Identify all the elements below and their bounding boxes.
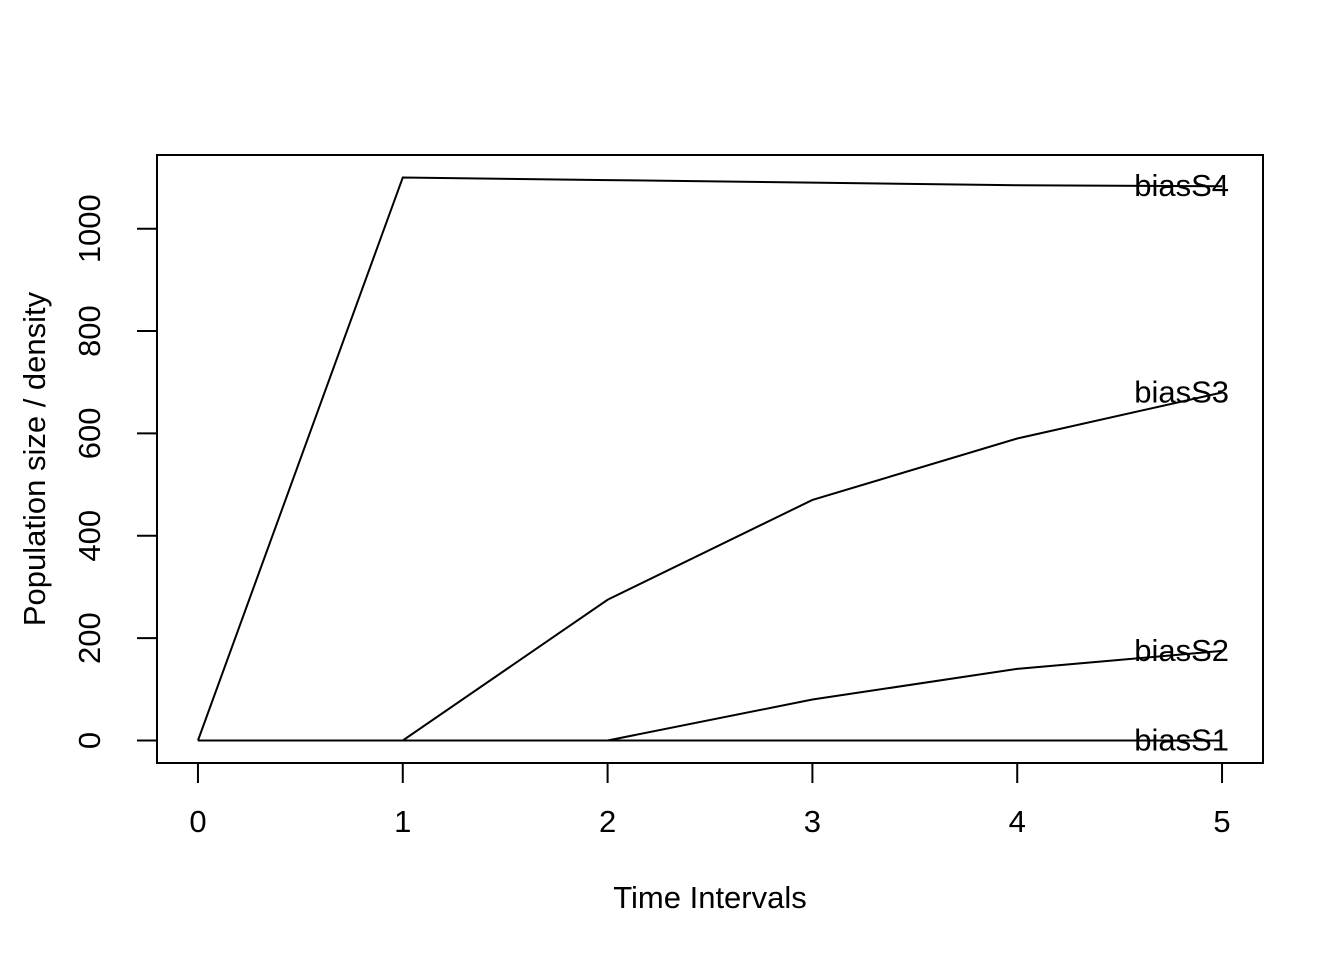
y-tick-label: 600 — [72, 408, 107, 460]
series-line-biasS2 — [197, 649, 1223, 742]
y-tick-label: 200 — [72, 612, 107, 664]
y-tick-label: 400 — [72, 510, 107, 562]
x-tick-label: 5 — [1213, 804, 1230, 839]
y-tick-label: 0 — [72, 732, 107, 749]
x-tick-label: 0 — [189, 804, 206, 839]
series-label-biasS1: biasS1 — [1134, 722, 1229, 757]
plot-box — [156, 154, 1264, 764]
y-tick-label: 1000 — [72, 194, 107, 263]
x-axis-title: Time Intervals — [613, 880, 807, 915]
y-tick-label: 800 — [72, 305, 107, 357]
series-line-biasS4 — [197, 176, 1223, 741]
x-tick-label: 3 — [804, 804, 821, 839]
series-line-biasS3 — [197, 391, 1223, 742]
series-label-biasS4: biasS4 — [1134, 168, 1229, 203]
series-label-biasS3: biasS3 — [1134, 374, 1229, 409]
y-axis-title: Population size / density — [17, 291, 52, 626]
x-tick-label: 1 — [394, 804, 411, 839]
x-tick-label: 4 — [1009, 804, 1026, 839]
x-tick-label: 2 — [599, 804, 616, 839]
series-label-biasS2: biasS2 — [1134, 633, 1229, 668]
